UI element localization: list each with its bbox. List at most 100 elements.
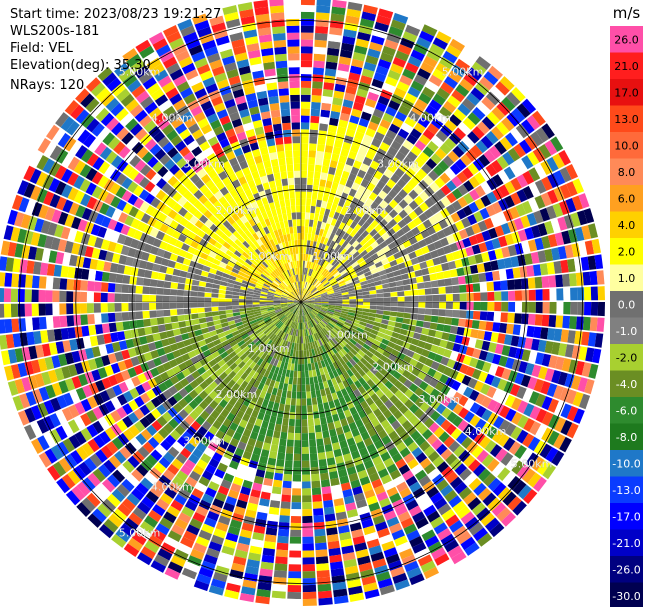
velocity-cell	[368, 249, 376, 257]
velocity-cell	[306, 305, 313, 311]
velocity-cell	[469, 414, 481, 427]
velocity-cell	[365, 323, 374, 329]
velocity-cell	[307, 295, 314, 300]
velocity-cell	[342, 232, 350, 241]
velocity-cell	[380, 385, 389, 394]
velocity-cell	[387, 414, 397, 425]
velocity-cell	[301, 302, 306, 308]
velocity-cell	[301, 267, 303, 275]
velocity-cell	[407, 178, 418, 189]
velocity-cell	[410, 145, 422, 157]
velocity-cell	[144, 326, 153, 335]
velocity-cell	[456, 506, 471, 519]
velocity-cell	[478, 371, 489, 383]
velocity-cell	[268, 506, 280, 515]
velocity-cell	[589, 270, 598, 285]
velocity-cell	[390, 140, 402, 151]
velocity-cell	[359, 238, 368, 247]
velocity-cell	[332, 354, 339, 362]
velocity-cell	[338, 238, 346, 246]
velocity-cell	[190, 302, 198, 308]
velocity-cell	[410, 257, 419, 265]
velocity-cell	[301, 39, 314, 47]
velocity-cell	[301, 18, 315, 26]
velocity-cell	[514, 290, 523, 301]
velocity-cell	[576, 316, 584, 330]
velocity-cell	[496, 212, 507, 224]
velocity-cell	[371, 384, 380, 393]
velocity-cell	[305, 384, 311, 392]
velocity-cell	[392, 223, 402, 233]
velocity-cell	[594, 333, 604, 348]
velocity-cell	[445, 252, 455, 262]
velocity-cell	[429, 273, 438, 281]
velocity-cell	[311, 288, 317, 294]
velocity-cell	[440, 81, 454, 95]
velocity-cell	[291, 391, 297, 399]
velocity-cell	[285, 453, 293, 461]
velocity-cell	[290, 405, 296, 413]
velocity-cell	[401, 224, 411, 234]
velocity-cell	[367, 121, 379, 132]
velocity-cell	[163, 281, 172, 289]
velocity-cell	[450, 428, 463, 440]
velocity-cell	[403, 194, 414, 205]
velocity-cell	[452, 415, 464, 428]
velocity-cell	[267, 422, 276, 431]
velocity-cell	[322, 318, 329, 324]
velocity-cell	[421, 163, 433, 175]
velocity-cell	[458, 318, 466, 327]
velocity-cell	[516, 386, 527, 399]
velocity-cell	[541, 396, 553, 411]
velocity-cell	[407, 441, 419, 453]
velocity-cell	[419, 30, 435, 43]
velocity-cell	[3, 288, 12, 302]
velocity-cell	[583, 208, 595, 224]
velocity-cell	[312, 241, 317, 249]
velocity-cell	[301, 384, 306, 392]
velocity-cell	[501, 117, 515, 132]
velocity-cell	[232, 291, 240, 296]
velocity-cell	[323, 281, 330, 287]
velocity-cell	[404, 92, 418, 104]
velocity-cell	[360, 140, 371, 151]
velocity-cell	[479, 311, 488, 321]
velocity-cell	[316, 438, 324, 447]
velocity-cell	[387, 69, 401, 81]
velocity-cell	[311, 192, 318, 200]
velocity-cell	[218, 310, 226, 315]
velocity-cell	[511, 231, 521, 244]
velocity-cell	[307, 297, 315, 300]
velocity-cell	[331, 153, 340, 162]
velocity-cell	[383, 302, 391, 307]
velocity-cell	[143, 318, 151, 327]
velocity-cell	[314, 46, 327, 55]
velocity-cell	[335, 228, 342, 236]
velocity-cell	[403, 284, 411, 291]
velocity-cell	[307, 233, 312, 241]
velocity-cell	[391, 264, 400, 272]
velocity-cell	[358, 324, 366, 330]
velocity-cell	[275, 417, 283, 425]
velocity-cell	[225, 309, 233, 314]
velocity-cell	[308, 219, 314, 227]
velocity-cell	[516, 429, 529, 444]
velocity-cell	[199, 322, 208, 329]
velocity-cell	[94, 313, 102, 324]
velocity-cell	[385, 76, 398, 87]
velocity-cell	[507, 475, 522, 491]
velocity-cell	[424, 358, 434, 368]
velocity-cell	[435, 130, 448, 142]
velocity-cell	[421, 364, 431, 374]
velocity-cell	[335, 303, 343, 307]
velocity-cell	[309, 254, 314, 262]
velocity-cell	[316, 283, 323, 289]
velocity-cell	[341, 240, 349, 248]
velocity-cell	[135, 303, 143, 311]
velocity-cell	[137, 268, 146, 278]
velocity-cell	[339, 112, 350, 122]
velocity-cell	[316, 273, 322, 280]
velocity-cell	[245, 296, 253, 300]
velocity-cell	[345, 157, 355, 167]
velocity-cell	[309, 312, 314, 319]
